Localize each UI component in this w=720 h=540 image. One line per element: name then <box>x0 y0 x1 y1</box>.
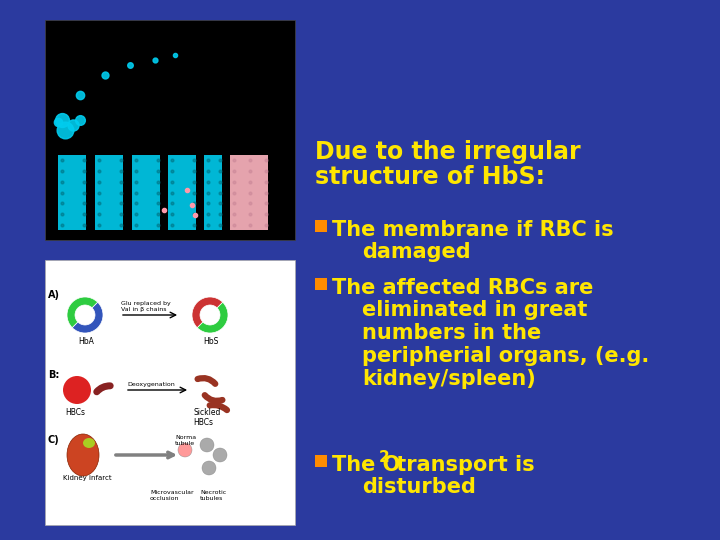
Text: kidney/spleen): kidney/spleen) <box>362 369 536 389</box>
Text: structure of HbS:: structure of HbS: <box>315 165 545 189</box>
FancyBboxPatch shape <box>132 155 160 230</box>
Circle shape <box>63 376 91 404</box>
Text: The affected RBCs are: The affected RBCs are <box>332 278 593 298</box>
Circle shape <box>178 443 192 457</box>
FancyBboxPatch shape <box>203 308 217 322</box>
FancyBboxPatch shape <box>58 155 86 230</box>
FancyBboxPatch shape <box>45 20 295 240</box>
FancyBboxPatch shape <box>78 308 92 322</box>
Text: damaged: damaged <box>362 242 471 262</box>
Text: Norma
tubule: Norma tubule <box>175 435 196 446</box>
Text: numbers in the: numbers in the <box>362 323 541 343</box>
Text: 2: 2 <box>379 450 390 465</box>
Text: HbA: HbA <box>78 337 94 346</box>
FancyBboxPatch shape <box>95 155 123 230</box>
Text: Microvascular
occlusion: Microvascular occlusion <box>150 490 194 501</box>
Circle shape <box>202 461 216 475</box>
Circle shape <box>213 448 227 462</box>
Text: C): C) <box>48 435 60 445</box>
Text: The O: The O <box>332 455 400 475</box>
Wedge shape <box>197 302 228 333</box>
Text: disturbed: disturbed <box>362 477 476 497</box>
Wedge shape <box>67 297 98 328</box>
FancyArrowPatch shape <box>197 378 215 384</box>
FancyBboxPatch shape <box>315 278 327 290</box>
Text: eliminated in great: eliminated in great <box>362 300 588 320</box>
Text: transport is: transport is <box>389 455 535 475</box>
Ellipse shape <box>67 434 99 476</box>
Text: Glu replaced by
Val in β chains: Glu replaced by Val in β chains <box>121 301 171 312</box>
Wedge shape <box>72 302 103 333</box>
Text: A): A) <box>48 290 60 300</box>
Text: The membrane if RBC is: The membrane if RBC is <box>332 220 613 240</box>
Ellipse shape <box>83 438 95 448</box>
Text: Necrotic
tubules: Necrotic tubules <box>200 490 226 501</box>
Text: Kidney infarct: Kidney infarct <box>63 475 112 481</box>
FancyBboxPatch shape <box>45 260 295 525</box>
FancyArrowPatch shape <box>96 386 110 392</box>
Text: Sickled
HBCs: Sickled HBCs <box>193 408 220 427</box>
FancyBboxPatch shape <box>230 155 268 230</box>
Text: B:: B: <box>48 370 59 380</box>
FancyBboxPatch shape <box>204 155 222 230</box>
FancyBboxPatch shape <box>315 455 327 467</box>
FancyArrowPatch shape <box>204 395 222 401</box>
Text: peripherial organs, (e.g.: peripherial organs, (e.g. <box>362 346 649 366</box>
Text: HbS: HbS <box>203 337 218 346</box>
Text: Due to the irregular: Due to the irregular <box>315 140 580 164</box>
Text: Deoxygenation: Deoxygenation <box>127 382 175 387</box>
Text: HBCs: HBCs <box>65 408 85 417</box>
FancyBboxPatch shape <box>315 220 327 232</box>
Wedge shape <box>192 297 222 328</box>
FancyBboxPatch shape <box>168 155 196 230</box>
Circle shape <box>200 438 214 452</box>
FancyArrowPatch shape <box>210 405 227 410</box>
